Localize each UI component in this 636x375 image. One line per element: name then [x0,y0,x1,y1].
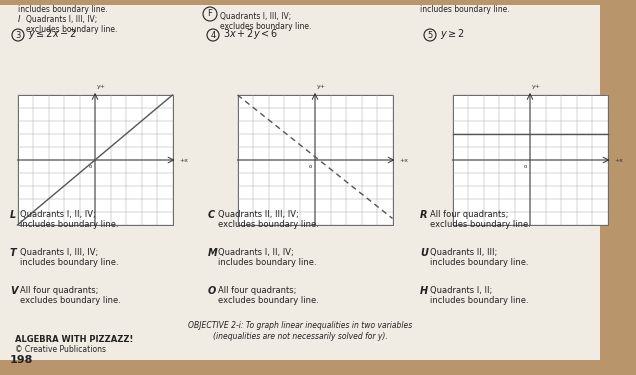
Text: Quadrants I, II, IV;
includes boundary line.: Quadrants I, II, IV; includes boundary l… [20,210,119,230]
Text: o: o [523,164,527,169]
Text: 5: 5 [427,30,432,39]
Text: ALGEBRA WITH PIZZAZZ!: ALGEBRA WITH PIZZAZZ! [15,336,134,345]
Text: Quadrants I, III, IV;
excludes boundary line.: Quadrants I, III, IV; excludes boundary … [26,15,118,34]
Bar [18,95,172,225]
Text: All four quadrants;
excludes boundary line.: All four quadrants; excludes boundary li… [430,210,531,230]
Text: o: o [88,164,92,169]
Text: +x: +x [399,158,408,162]
Text: Quadrants I, III, IV;
includes boundary line.: Quadrants I, III, IV; includes boundary … [20,248,119,267]
Text: $y \leq 2x - 2$: $y \leq 2x - 2$ [28,27,77,41]
Bar [452,95,607,225]
Text: Quadrants I, II, IV;
includes boundary line.: Quadrants I, II, IV; includes boundary l… [218,248,317,267]
Text: M: M [208,248,218,258]
Text: I: I [18,15,20,24]
Text: F: F [207,9,212,18]
Text: O: O [208,286,216,296]
Text: y+: y+ [532,84,541,89]
Text: OBJECTIVE 2-i: To graph linear inequalities in two variables
(inequalities are n: OBJECTIVE 2-i: To graph linear inequalit… [188,321,412,341]
Text: H: H [420,286,428,296]
Text: U: U [420,248,428,258]
Text: © Creative Publications: © Creative Publications [15,345,106,354]
Text: C: C [208,210,215,220]
Text: includes boundary line.: includes boundary line. [420,5,509,14]
Text: All four quadrants;
excludes boundary line.: All four quadrants; excludes boundary li… [218,286,319,305]
Text: y+: y+ [97,84,106,89]
Text: 3: 3 [15,30,21,39]
Text: T: T [10,248,17,258]
Text: includes boundary line.: includes boundary line. [18,5,107,14]
Text: Quadrants I, III, IV;
excludes boundary line.: Quadrants I, III, IV; excludes boundary … [220,12,312,32]
Text: V: V [10,286,18,296]
Text: 198: 198 [10,355,33,365]
Bar [237,95,392,225]
Text: y+: y+ [317,84,326,89]
Text: o: o [308,164,312,169]
Text: All four quadrants;
excludes boundary line.: All four quadrants; excludes boundary li… [20,286,121,305]
Text: $y \geq 2$: $y \geq 2$ [440,27,465,41]
Text: Quadrants I, II;
includes boundary line.: Quadrants I, II; includes boundary line. [430,286,529,305]
Text: Quadrants II, III;
includes boundary line.: Quadrants II, III; includes boundary lin… [430,248,529,267]
Text: +x: +x [614,158,623,162]
Text: $3x + 2y < 6$: $3x + 2y < 6$ [223,27,279,41]
Text: Quadrants II, III, IV;
excludes boundary line.: Quadrants II, III, IV; excludes boundary… [218,210,319,230]
Text: +x: +x [179,158,188,162]
Text: L: L [10,210,17,220]
Text: 4: 4 [211,30,216,39]
Text: R: R [420,210,427,220]
